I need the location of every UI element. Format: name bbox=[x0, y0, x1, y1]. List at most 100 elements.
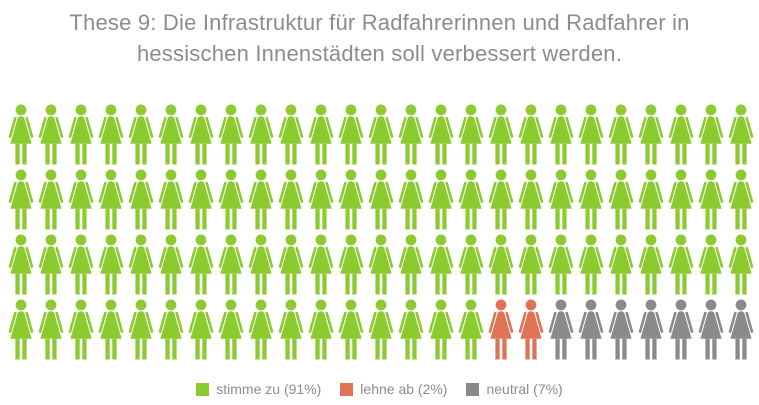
person-icon bbox=[98, 234, 124, 295]
pictogram-row bbox=[6, 234, 759, 299]
person-icon bbox=[68, 169, 94, 230]
person-icon bbox=[578, 234, 604, 295]
person-icon bbox=[398, 299, 424, 360]
person-icon bbox=[68, 104, 94, 165]
person-icon bbox=[128, 104, 154, 165]
person-icon bbox=[68, 234, 94, 295]
person-icon bbox=[98, 299, 124, 360]
person-icon bbox=[428, 299, 454, 360]
legend-item-lehne-ab: lehne ab (2%) bbox=[340, 381, 447, 397]
person-icon bbox=[728, 299, 754, 360]
person-icon bbox=[608, 104, 634, 165]
person-icon bbox=[338, 234, 364, 295]
person-icon bbox=[338, 104, 364, 165]
person-icon bbox=[98, 104, 124, 165]
chart-title-line2: hessischen Innenstädten soll verbessert … bbox=[136, 41, 623, 66]
person-icon bbox=[698, 169, 724, 230]
person-icon bbox=[278, 234, 304, 295]
person-icon bbox=[668, 234, 694, 295]
person-icon bbox=[188, 234, 214, 295]
person-icon bbox=[518, 299, 544, 360]
chart-title: These 9: Die Infrastruktur für Radfahrer… bbox=[0, 0, 759, 69]
person-icon bbox=[398, 104, 424, 165]
person-icon bbox=[98, 169, 124, 230]
person-icon bbox=[638, 104, 664, 165]
person-icon bbox=[38, 169, 64, 230]
person-icon bbox=[38, 234, 64, 295]
person-icon bbox=[158, 104, 184, 165]
person-icon bbox=[128, 299, 154, 360]
person-icon bbox=[308, 234, 334, 295]
person-icon bbox=[488, 104, 514, 165]
person-icon bbox=[728, 169, 754, 230]
person-icon bbox=[218, 299, 244, 360]
person-icon bbox=[428, 234, 454, 295]
person-icon bbox=[188, 299, 214, 360]
person-icon bbox=[38, 104, 64, 165]
chart-legend: stimme zu (91%) lehne ab (2%) neutral (7… bbox=[0, 381, 759, 397]
person-icon bbox=[218, 104, 244, 165]
person-icon bbox=[68, 299, 94, 360]
person-icon bbox=[308, 104, 334, 165]
person-icon bbox=[338, 299, 364, 360]
person-icon bbox=[218, 169, 244, 230]
pictogram-row bbox=[6, 169, 759, 234]
person-icon bbox=[458, 169, 484, 230]
legend-label-stimme-zu: stimme zu (91%) bbox=[216, 381, 322, 397]
legend-label-lehne-ab: lehne ab (2%) bbox=[360, 381, 448, 397]
person-icon bbox=[608, 169, 634, 230]
person-icon bbox=[368, 234, 394, 295]
person-icon bbox=[458, 299, 484, 360]
person-icon bbox=[248, 169, 274, 230]
person-icon bbox=[578, 299, 604, 360]
chart-title-line1: These 9: Die Infrastruktur für Radfahrer… bbox=[69, 10, 690, 35]
person-icon bbox=[668, 299, 694, 360]
person-icon bbox=[308, 169, 334, 230]
person-icon bbox=[128, 234, 154, 295]
person-icon bbox=[368, 169, 394, 230]
person-icon bbox=[608, 234, 634, 295]
legend-swatch-lehne-ab bbox=[340, 382, 354, 396]
legend-item-neutral: neutral (7%) bbox=[466, 381, 563, 397]
person-icon bbox=[518, 104, 544, 165]
person-icon bbox=[428, 104, 454, 165]
person-icon bbox=[188, 104, 214, 165]
person-icon bbox=[578, 104, 604, 165]
person-icon bbox=[8, 104, 34, 165]
legend-swatch-neutral bbox=[466, 382, 480, 396]
pictogram-row bbox=[6, 104, 759, 169]
person-icon bbox=[638, 299, 664, 360]
person-icon bbox=[368, 104, 394, 165]
person-icon bbox=[668, 169, 694, 230]
person-icon bbox=[488, 234, 514, 295]
person-icon bbox=[398, 169, 424, 230]
person-icon bbox=[278, 169, 304, 230]
legend-swatch-stimme-zu bbox=[196, 382, 210, 396]
person-icon bbox=[548, 234, 574, 295]
person-icon bbox=[278, 104, 304, 165]
person-icon bbox=[128, 169, 154, 230]
person-icon bbox=[398, 234, 424, 295]
person-icon bbox=[638, 169, 664, 230]
person-icon bbox=[218, 234, 244, 295]
person-icon bbox=[728, 104, 754, 165]
person-icon bbox=[188, 169, 214, 230]
pictogram-row bbox=[6, 299, 759, 364]
person-icon bbox=[548, 169, 574, 230]
person-icon bbox=[338, 169, 364, 230]
person-icon bbox=[518, 169, 544, 230]
person-icon bbox=[158, 299, 184, 360]
person-icon bbox=[548, 299, 574, 360]
person-icon bbox=[518, 234, 544, 295]
person-icon bbox=[368, 299, 394, 360]
person-icon bbox=[158, 234, 184, 295]
person-icon bbox=[698, 104, 724, 165]
person-icon bbox=[698, 299, 724, 360]
person-icon bbox=[278, 299, 304, 360]
person-icon bbox=[458, 234, 484, 295]
person-icon bbox=[308, 299, 334, 360]
person-icon bbox=[248, 234, 274, 295]
person-icon bbox=[8, 299, 34, 360]
person-icon bbox=[488, 299, 514, 360]
